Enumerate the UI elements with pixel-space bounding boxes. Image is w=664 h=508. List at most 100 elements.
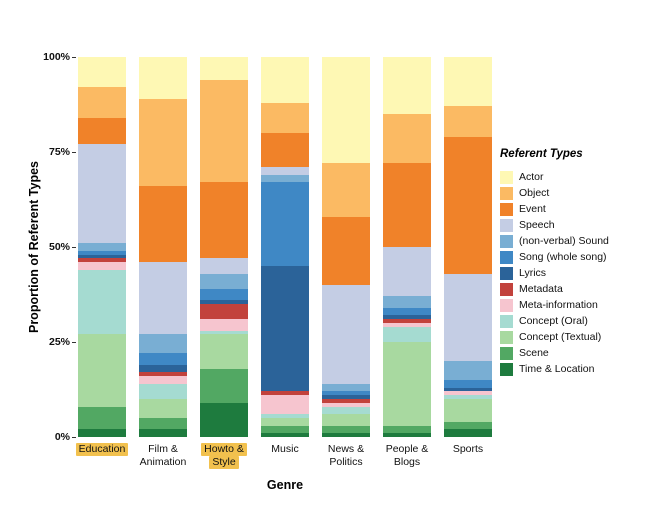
legend-item-event: Event xyxy=(500,201,660,217)
bar-segment-non-verbal-sound xyxy=(261,174,309,183)
bar-segment-actor xyxy=(261,57,309,103)
bar-segment-concept-oral xyxy=(444,395,492,399)
legend-swatch-non-verbal-sound xyxy=(500,234,513,248)
bar-howto-style xyxy=(200,57,248,437)
bar-segment-non-verbal-sound xyxy=(78,243,126,251)
legend-label: Meta-information xyxy=(519,299,598,311)
bar-segment-concept-textual xyxy=(78,334,126,407)
bar-segment-non-verbal-sound xyxy=(383,296,431,308)
legend-label: Metadata xyxy=(519,283,563,295)
bar-segment-lyrics xyxy=(78,254,126,259)
bar-segment-actor xyxy=(200,57,248,80)
legend-item-actor: Actor xyxy=(500,169,660,185)
legend-label: (non-verbal) Sound xyxy=(519,235,609,247)
bar-news-politics xyxy=(322,57,370,437)
legend-label: Concept (Oral) xyxy=(519,315,588,327)
bar-segment-metadata xyxy=(383,319,431,323)
bar-segment-concept-oral xyxy=(78,269,126,335)
x-tick-label-people-blogs: People & Blogs xyxy=(372,443,442,469)
bar-segment-object xyxy=(139,98,187,187)
x-axis-title: Genre xyxy=(266,478,304,492)
legend-swatch-song-whole-song xyxy=(500,250,513,264)
bar-music xyxy=(261,57,309,437)
legend-label: Concept (Textual) xyxy=(519,331,602,343)
y-tick-mark xyxy=(72,342,76,343)
legend-item-song-whole-song: Song (whole song) xyxy=(500,249,660,265)
bar-segment-metadata xyxy=(261,391,309,396)
y-tick-mark xyxy=(72,437,76,438)
bar-segment-meta-information xyxy=(200,319,248,331)
bar-segment-event xyxy=(78,117,126,145)
legend-swatch-meta-information xyxy=(500,298,513,312)
y-axis-title: Proportion of Referent Types xyxy=(27,161,41,334)
legend-swatch-concept-textual xyxy=(500,330,513,344)
legend-label: Object xyxy=(519,187,550,199)
bar-segment-non-verbal-sound xyxy=(444,360,492,380)
bar-people-blogs xyxy=(383,57,431,437)
x-tick-label-music: Music xyxy=(250,443,320,456)
genre-label: Music xyxy=(271,443,299,455)
legend-item-speech: Speech xyxy=(500,217,660,233)
genre-label: Film & xyxy=(148,443,178,455)
legend-label: Scene xyxy=(519,347,549,359)
bar-segment-speech xyxy=(78,144,126,244)
y-tick-label: 0% xyxy=(54,431,70,443)
bar-segment-speech xyxy=(322,284,370,384)
legend-swatch-concept-oral xyxy=(500,314,513,328)
bar-segment-object xyxy=(444,106,492,137)
legend-swatch-object xyxy=(500,186,513,200)
legend-label: Actor xyxy=(519,171,544,183)
bar-segment-object xyxy=(200,79,248,183)
legend-swatch-event xyxy=(500,202,513,216)
bar-education xyxy=(78,57,126,437)
legend-item-concept-oral: Concept (Oral) xyxy=(500,313,660,329)
bar-segment-song-whole-song xyxy=(322,391,370,396)
bar-segment-concept-textual xyxy=(444,398,492,422)
bar-segment-scene xyxy=(444,421,492,430)
y-tick-mark xyxy=(72,57,76,58)
genre-label: Politics xyxy=(329,456,363,468)
bar-segment-metadata xyxy=(78,258,126,263)
bar-segment-time-location xyxy=(200,402,248,437)
bar-segment-scene xyxy=(322,425,370,434)
bar-film-animation xyxy=(139,57,187,437)
bar-segment-scene xyxy=(261,425,309,434)
bar-segment-speech xyxy=(444,273,492,361)
bar-segment-time-location xyxy=(78,429,126,437)
bar-segment-meta-information xyxy=(444,391,492,396)
highlighted-genre-label: Style xyxy=(209,456,239,469)
legend-item-metadata: Metadata xyxy=(500,281,660,297)
genre-label: Sports xyxy=(452,443,484,455)
bar-segment-concept-textual xyxy=(383,341,431,426)
bar-segment-object xyxy=(261,102,309,133)
genre-label: Blogs xyxy=(393,456,421,468)
highlighted-genre-label: Education xyxy=(75,443,129,456)
bar-segment-event xyxy=(383,163,431,247)
bar-segment-actor xyxy=(383,57,431,114)
highlighted-genre-label: Howto & xyxy=(201,443,247,456)
bar-segment-concept-oral xyxy=(261,414,309,418)
bar-segment-time-location xyxy=(444,429,492,437)
x-tick-label-howto-style: Howto & Style xyxy=(189,443,259,469)
bar-sports xyxy=(444,57,492,437)
bar-segment-non-verbal-sound xyxy=(200,273,248,289)
bar-segment-song-whole-song xyxy=(444,379,492,388)
bar-segment-song-whole-song xyxy=(78,250,126,255)
bar-segment-meta-information xyxy=(139,376,187,384)
legend-item-concept-textual: Concept (Textual) xyxy=(500,329,660,345)
legend-swatch-scene xyxy=(500,346,513,360)
bar-segment-event xyxy=(261,132,309,168)
bar-segment-metadata xyxy=(322,398,370,403)
bar-segment-actor xyxy=(78,57,126,88)
bar-segment-object xyxy=(383,114,431,164)
bar-segment-lyrics xyxy=(444,387,492,392)
bar-segment-scene xyxy=(383,425,431,434)
bar-segment-actor xyxy=(444,57,492,107)
x-tick-label-education: Education xyxy=(67,443,137,456)
bar-segment-song-whole-song xyxy=(383,307,431,316)
bar-segment-scene xyxy=(200,368,248,403)
bar-segment-lyrics xyxy=(383,315,431,320)
bar-segment-meta-information xyxy=(78,262,126,270)
bar-segment-actor xyxy=(139,57,187,99)
bar-segment-event xyxy=(322,216,370,285)
